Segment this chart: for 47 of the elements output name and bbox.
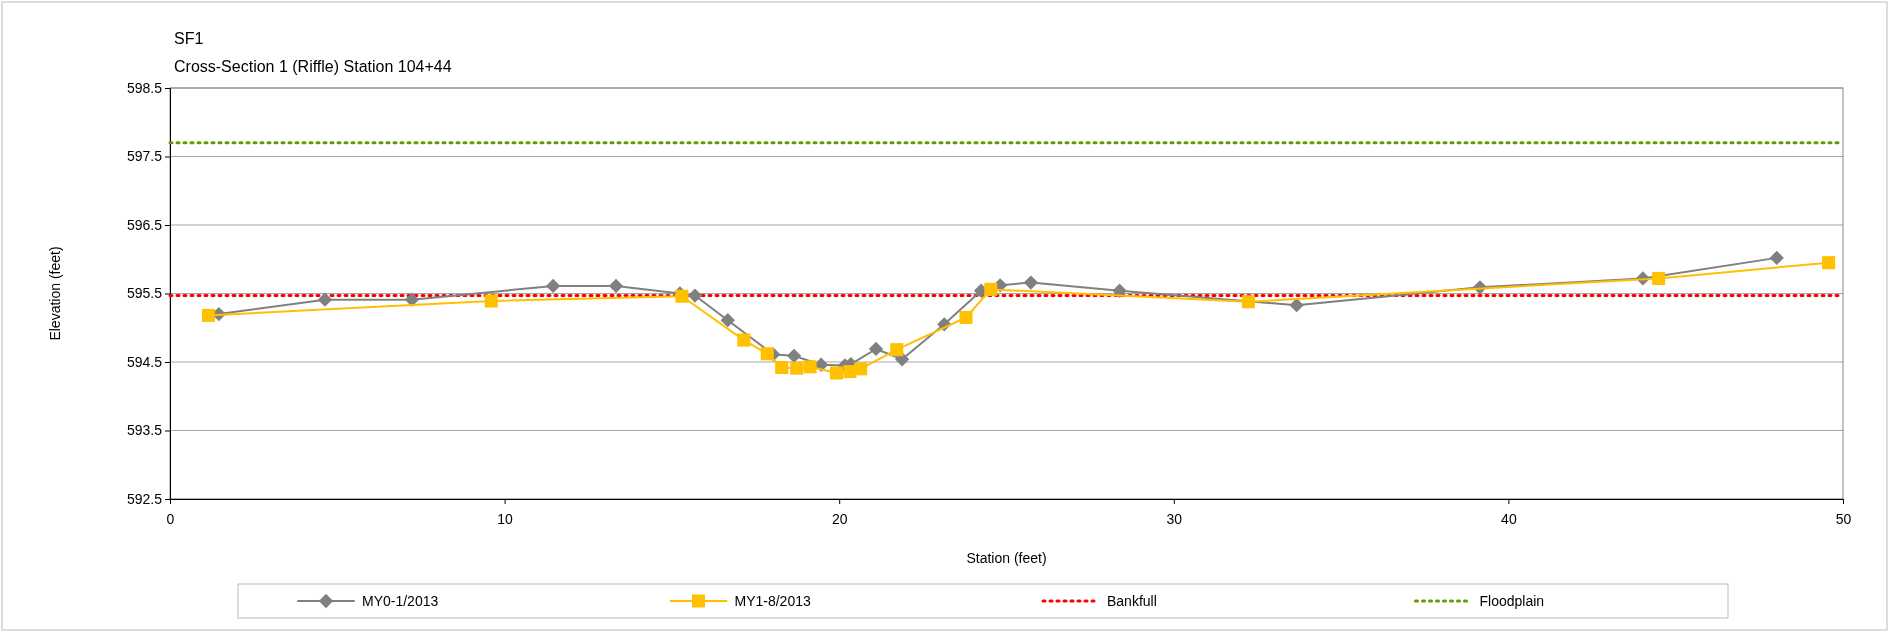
point — [1822, 256, 1836, 270]
point — [317, 292, 333, 307]
x-tick-label: 0 — [166, 510, 175, 527]
x-axis-title: Station (feet) — [966, 550, 1047, 566]
x-tick-label: 40 — [1501, 510, 1517, 527]
point — [737, 333, 751, 347]
point — [854, 362, 868, 376]
point — [1652, 271, 1666, 285]
point — [720, 313, 735, 328]
point — [687, 288, 703, 303]
point — [760, 347, 774, 361]
x-tick-label: 20 — [831, 510, 848, 527]
point — [786, 348, 802, 363]
chart-title: SF1 — [174, 30, 204, 47]
y-tick-label: 592.5 — [126, 490, 163, 507]
point — [984, 282, 998, 296]
point — [608, 278, 624, 294]
point — [803, 360, 817, 374]
point — [830, 366, 844, 380]
point — [201, 308, 215, 322]
point — [1023, 275, 1039, 290]
point — [868, 341, 884, 357]
y-tick-label: 596.5 — [126, 216, 163, 233]
y-axis-title: Elevation (feet) — [47, 246, 63, 341]
y-tick-label: 597.5 — [126, 148, 163, 165]
legend-label: MY0-1/2013 — [362, 593, 439, 609]
point — [1289, 298, 1304, 313]
point — [790, 361, 804, 375]
point — [545, 278, 561, 294]
legend-label: MY1-8/2013 — [734, 593, 811, 609]
point — [775, 360, 789, 374]
x-tick-label: 30 — [1166, 510, 1183, 527]
chart-subtitle: Cross-Section 1 (Riffle) Station 104+44 — [174, 58, 452, 75]
y-tick-label: 594.5 — [126, 353, 163, 370]
legend-label: Bankfull — [1107, 593, 1157, 609]
y-tick-label: 598.5 — [126, 79, 163, 96]
y-tick-label: 595.5 — [126, 285, 163, 302]
x-tick-label: 10 — [497, 510, 514, 527]
y-tick-label: 593.5 — [126, 422, 163, 439]
point — [890, 343, 904, 357]
point — [484, 294, 498, 308]
point — [959, 310, 973, 324]
legend-label: Floodplain — [1479, 593, 1545, 609]
point — [404, 292, 420, 307]
point — [1241, 295, 1255, 309]
x-tick-label: 50 — [1835, 510, 1852, 527]
point — [1769, 250, 1784, 266]
